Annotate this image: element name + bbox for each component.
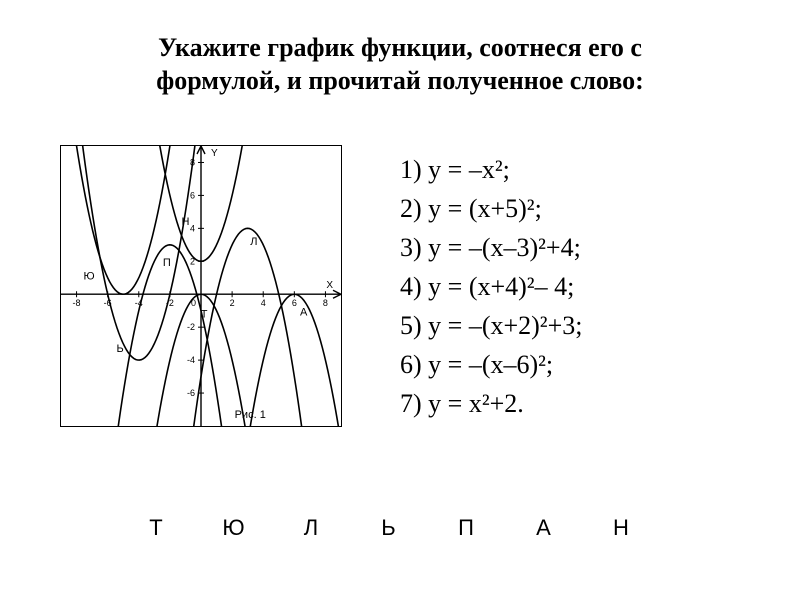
- svg-text:4: 4: [190, 223, 195, 233]
- svg-text:Y: Y: [211, 148, 218, 159]
- svg-text:Ю: Ю: [83, 270, 94, 282]
- formula-item: 1) у = –х²;: [400, 150, 582, 189]
- answer-letter: Ю: [198, 515, 270, 541]
- svg-text:X: X: [326, 280, 333, 291]
- chart-figure: -8-6-4-22468-6-4-22468XY0ТЮЛЬПАНРис. 1: [60, 145, 342, 427]
- svg-text:-6: -6: [187, 388, 195, 398]
- svg-text:Л: Л: [250, 236, 257, 248]
- svg-text:Ь: Ь: [117, 343, 124, 355]
- chart-svg: -8-6-4-22468-6-4-22468XY0ТЮЛЬПАНРис. 1: [61, 146, 341, 426]
- title-line-2: формулой, и прочитай полученное слово:: [156, 66, 644, 95]
- formula-item: 6) у = –(х–6)²;: [400, 345, 582, 384]
- formula-list: 1) у = –х²; 2) у = (х+5)²; 3) у = –(х–3)…: [400, 150, 582, 423]
- svg-text:4: 4: [261, 298, 266, 308]
- svg-text:2: 2: [230, 298, 235, 308]
- page: Укажите график функции, соотнеся его с ф…: [0, 0, 800, 600]
- answer-letter: Ь: [353, 515, 425, 541]
- formula-item: 2) у = (х+5)²;: [400, 189, 582, 228]
- svg-text:П: П: [163, 257, 171, 269]
- answer-letter: Н: [585, 515, 657, 541]
- svg-text:Н: Н: [181, 216, 189, 228]
- page-title: Укажите график функции, соотнеся его с ф…: [40, 32, 760, 97]
- formula-item: 5) у = –(х+2)²+3;: [400, 306, 582, 345]
- svg-text:-8: -8: [73, 298, 81, 308]
- svg-text:8: 8: [323, 298, 328, 308]
- answer-letter: П: [430, 515, 502, 541]
- svg-text:А: А: [300, 307, 308, 319]
- formula-item: 4) у = (х+4)²– 4;: [400, 267, 582, 306]
- svg-text:-4: -4: [187, 355, 195, 365]
- answer-letters: Т Ю Л Ь П А Н: [120, 515, 657, 541]
- svg-text:Рис. 1: Рис. 1: [235, 409, 266, 421]
- title-line-1: Укажите график функции, соотнеся его с: [158, 33, 642, 62]
- answer-letter: А: [508, 515, 580, 541]
- svg-text:6: 6: [190, 190, 195, 200]
- svg-text:6: 6: [292, 298, 297, 308]
- answer-letter: Л: [275, 515, 347, 541]
- formula-item: 7) у = х²+2.: [400, 384, 582, 423]
- answer-letter: Т: [120, 515, 192, 541]
- svg-text:-2: -2: [187, 322, 195, 332]
- formula-item: 3) у = –(х–3)²+4;: [400, 228, 582, 267]
